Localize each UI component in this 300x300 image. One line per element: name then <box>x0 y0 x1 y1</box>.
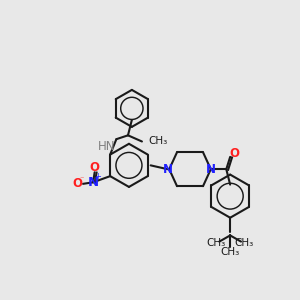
Text: CH₃: CH₃ <box>220 248 240 257</box>
Text: O: O <box>90 161 100 174</box>
Text: O: O <box>229 147 239 160</box>
Text: ⁻: ⁻ <box>79 175 84 184</box>
Text: N: N <box>163 163 173 176</box>
Text: CH₃: CH₃ <box>207 238 226 248</box>
Text: +: + <box>94 172 101 182</box>
Text: N: N <box>88 176 99 189</box>
Text: HN: HN <box>98 140 116 153</box>
Text: O: O <box>73 177 82 190</box>
Text: CH₃: CH₃ <box>148 136 167 146</box>
Text: N: N <box>206 163 216 176</box>
Text: CH₃: CH₃ <box>235 238 254 248</box>
